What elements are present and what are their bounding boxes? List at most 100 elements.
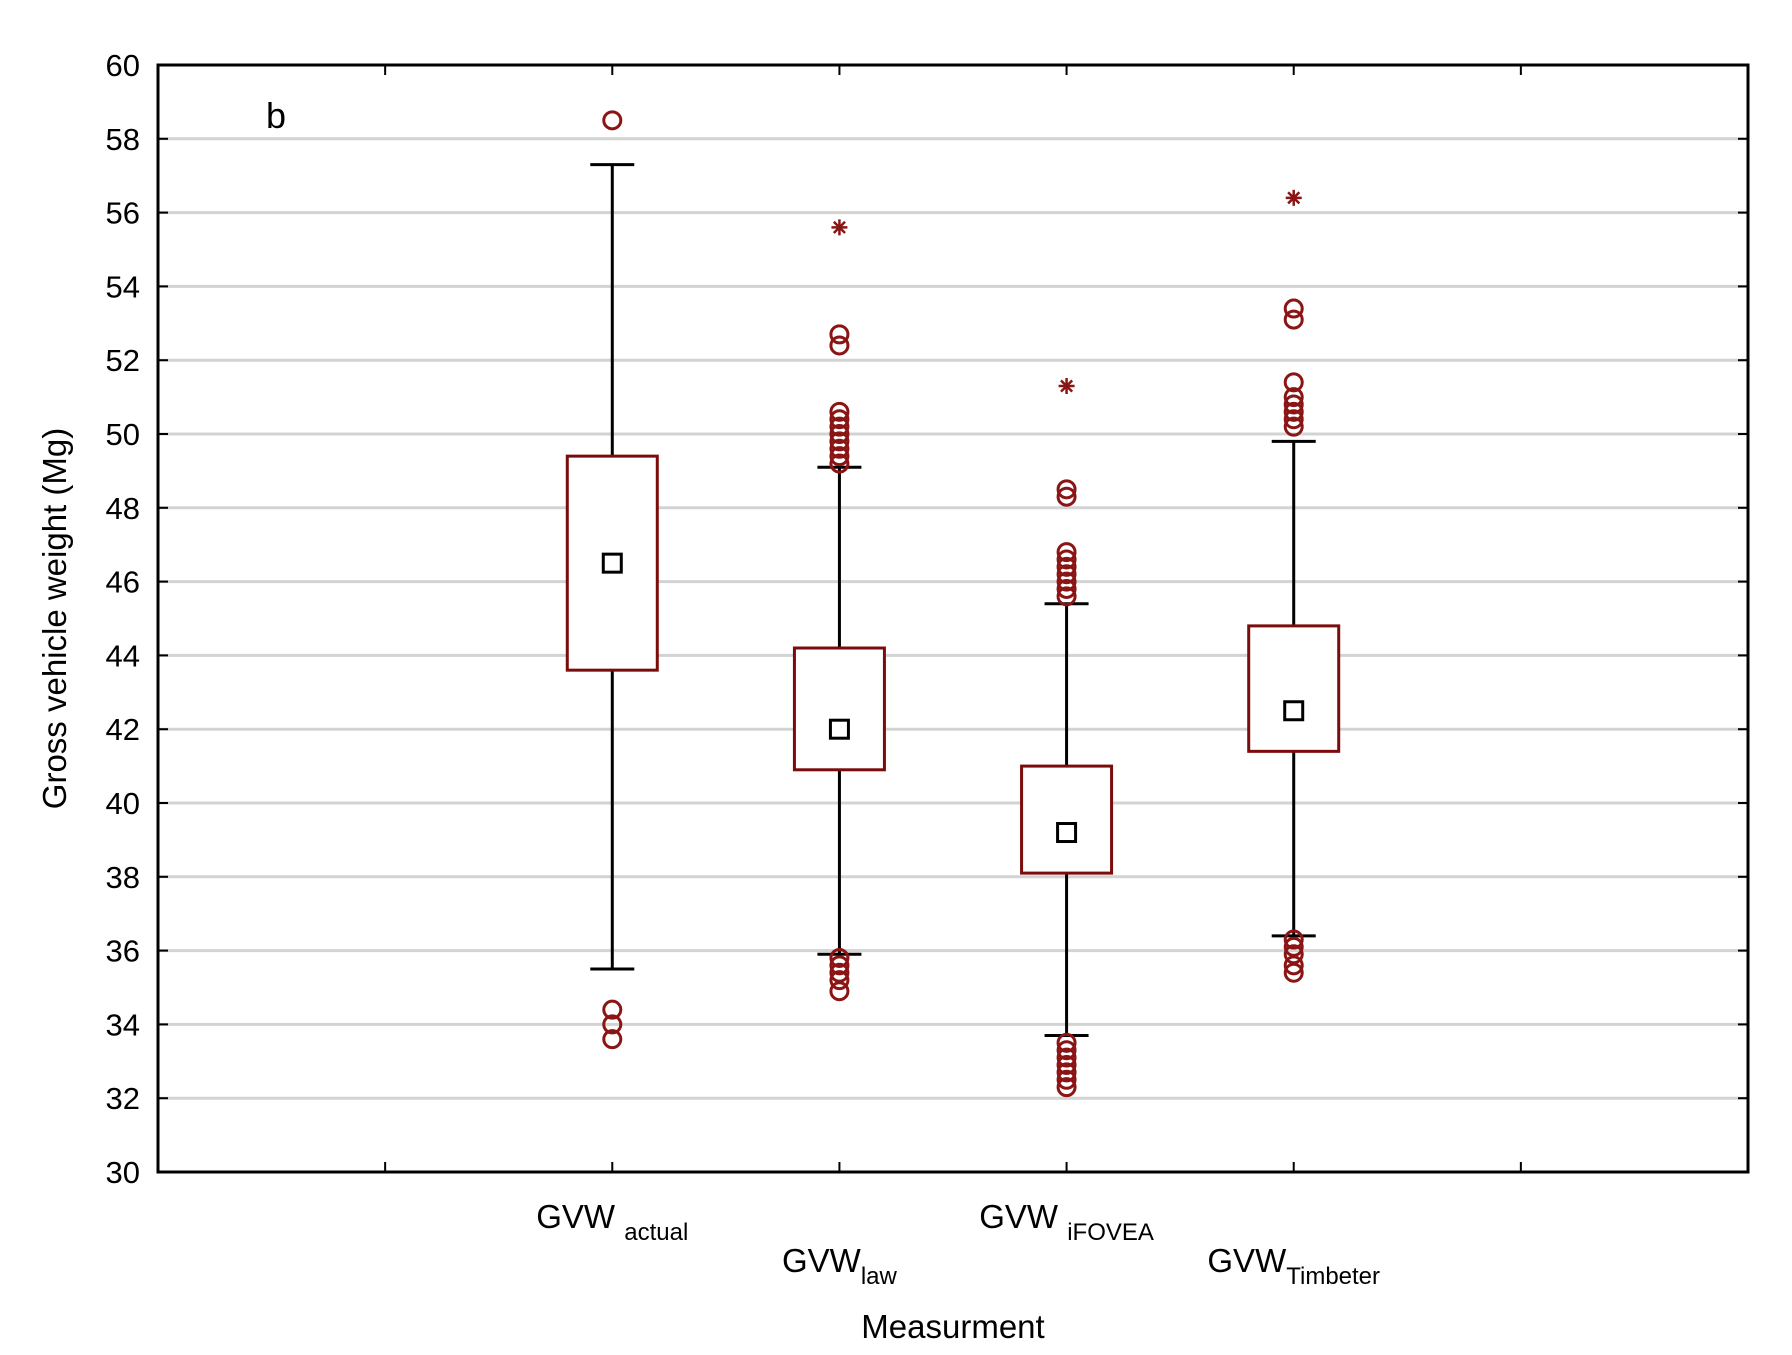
outlier-point: [1056, 1040, 1077, 1061]
outlier-point: [1056, 571, 1077, 592]
y-tick-label: 60: [106, 48, 140, 83]
category-main-text: GVW: [979, 1198, 1067, 1235]
box-actual: [565, 110, 659, 1050]
outlier-point: [829, 424, 850, 444]
x-axis-ticks: [384, 65, 1522, 1172]
y-axis-title: Gross vehicle weight (Mg): [36, 428, 73, 809]
gridlines: [158, 137, 1748, 1100]
y-tick-label: 48: [106, 491, 140, 526]
mean-marker: [828, 718, 850, 740]
y-tick-label: 34: [106, 1007, 140, 1042]
outlier-point: [1056, 586, 1077, 607]
outlier-point: [829, 416, 850, 437]
y-tick-label: 56: [106, 196, 140, 231]
outlier-point: [829, 401, 850, 422]
category-subscript-text: iFOVEA: [1067, 1219, 1154, 1246]
outlier-point: [1056, 1069, 1077, 1090]
y-tick-label: 36: [106, 934, 140, 969]
outlier-point: [1283, 394, 1304, 415]
y-tick-label: 44: [106, 638, 140, 673]
outlier-point: [1056, 1047, 1077, 1068]
outlier-point: [829, 335, 850, 356]
outlier-point: [829, 446, 850, 467]
y-tick-label: 54: [106, 269, 140, 304]
outlier-point: [1056, 549, 1077, 570]
extreme-stroke: [1287, 191, 1301, 205]
x-category-label: GVW iFOVEA: [979, 1198, 1154, 1246]
y-tick-label: 38: [106, 860, 140, 895]
category-subscript-text: Timbeter: [1286, 1263, 1380, 1290]
category-subscript-text: law: [861, 1263, 898, 1290]
outlier-point: [829, 453, 850, 474]
outlier-point: [1056, 578, 1077, 599]
outlier-point: [829, 324, 850, 345]
outlier-point: [829, 947, 850, 968]
outlier-point: [829, 955, 850, 976]
outlier-point: [1056, 542, 1077, 563]
x-category-label: GVW actual: [536, 1198, 688, 1246]
category-main-text: GVW: [1207, 1242, 1287, 1279]
outlier-point: [1056, 479, 1077, 500]
x-category-label: GVWlaw: [782, 1242, 898, 1290]
y-tick-label: 30: [106, 1155, 140, 1190]
y-axis-ticks: 30 32 34 36 38 40 42 44 46 48 50 52 54 56 58 60: [106, 48, 1748, 1190]
outlier-point: [1056, 564, 1077, 585]
outlier-point: [602, 110, 623, 131]
extreme-point: [1058, 378, 1075, 395]
outlier-point: [1056, 1054, 1077, 1075]
box-body: [792, 646, 886, 772]
outlier-point: [1056, 1032, 1077, 1053]
outlier-point: [829, 981, 850, 1002]
category-subscript-text: actual: [624, 1219, 688, 1246]
box-law: [792, 219, 886, 1002]
outlier-point: [1283, 955, 1304, 976]
y-tick-label: 40: [106, 786, 140, 821]
y-tick-label: 46: [106, 565, 140, 600]
outlier-point: [1283, 401, 1304, 422]
category-main-text: GVW: [782, 1242, 862, 1279]
y-tick-label: 52: [106, 343, 140, 378]
y-tick-label: 42: [106, 712, 140, 747]
outlier-point: [829, 438, 850, 459]
outlier-point: [1283, 416, 1304, 437]
box-body: [1020, 764, 1114, 875]
panel-label: b: [266, 95, 286, 136]
box-ifovea: [1020, 378, 1114, 1098]
outlier-point: [1283, 298, 1304, 319]
outlier-point: [1056, 486, 1077, 507]
extreme-stroke: [1060, 379, 1074, 393]
mean-marker: [601, 552, 623, 574]
mean-marker: [1283, 700, 1305, 722]
box-body: [1247, 624, 1341, 753]
outlier-point: [1283, 372, 1304, 393]
outlier-point: [1283, 962, 1304, 983]
outlier-point: [602, 1014, 623, 1035]
outlier-point: [1283, 309, 1304, 330]
outlier-point: [1283, 929, 1304, 950]
outlier-point: [1056, 1062, 1077, 1083]
x-axis-title: Measurment: [861, 1308, 1044, 1345]
outlier-point: [1056, 1077, 1077, 1098]
plot-frame: [156, 63, 1750, 1174]
mean-marker: [1056, 822, 1078, 844]
outlier-point: [602, 1029, 623, 1050]
y-tick-label: 50: [106, 417, 140, 452]
y-tick-label: 32: [106, 1081, 140, 1116]
extreme-point: [831, 219, 848, 236]
x-category-label: GVWTimbeter: [1207, 1242, 1380, 1290]
outlier-point: [1056, 556, 1077, 577]
outlier-point: [602, 999, 623, 1020]
outlier-point: [829, 970, 850, 991]
category-main-text: GVW: [536, 1198, 624, 1235]
outlier-point: [829, 409, 850, 430]
extreme-stroke: [832, 220, 846, 234]
extreme-point: [1285, 189, 1302, 206]
outlier-point: [829, 431, 850, 452]
outlier-point: [1283, 387, 1304, 408]
box-timbeter: [1247, 189, 1341, 983]
y-tick-label: 58: [106, 122, 140, 157]
box-series: [565, 110, 1341, 1098]
outlier-point: [1283, 409, 1304, 430]
